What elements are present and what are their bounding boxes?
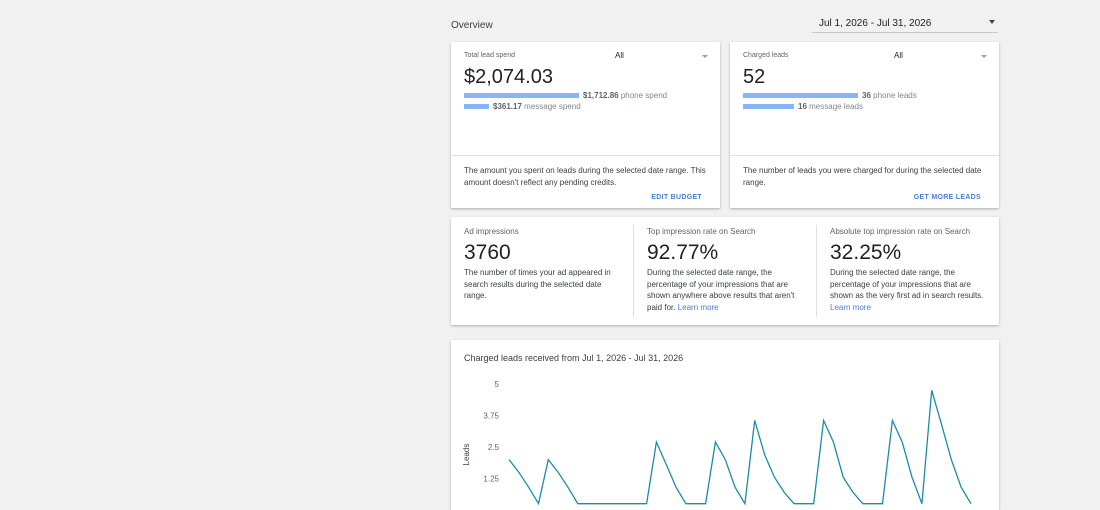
y-tick-label: 5: [495, 380, 500, 389]
ad-impressions-value: 3760: [464, 241, 511, 264]
learn-more-link[interactable]: Learn more: [677, 302, 719, 312]
y-tick-label: 3.75: [483, 412, 499, 421]
edit-budget-button[interactable]: EDIT BUDGET: [651, 194, 702, 201]
divider: [633, 225, 634, 317]
learn-more-link[interactable]: Learn more: [830, 302, 871, 312]
phone-leads-text: 36 phone leads: [862, 91, 917, 100]
metric-description: During the selected date range, the perc…: [830, 267, 986, 313]
leads-line-chart: 5 3.75 2.5 1.25 Leads: [462, 380, 972, 506]
metric-description-text: The number of times your ad appeared in …: [464, 268, 611, 300]
y-tick-label: 1.25: [483, 475, 499, 484]
metric-title: Ad impressions: [464, 227, 519, 236]
dropdown-arrow-icon[interactable]: [702, 55, 708, 58]
message-spend-text: $361.17 message spend: [493, 102, 581, 111]
charged-leads-chart-card: Charged leads received from Jul 1, 2026 …: [451, 340, 999, 510]
metric-description-text: During the selected date range, the perc…: [830, 268, 984, 300]
phone-leads-bar: [743, 93, 858, 98]
lead-spend-card: Total lead spend All $2,074.03 $1,712.86…: [451, 42, 720, 208]
metric-description: During the selected date range, the perc…: [647, 267, 803, 313]
card-title: Total lead spend: [464, 52, 515, 59]
phone-leads-count: 36: [862, 91, 871, 100]
abs-top-impression-rate-value: 32.25%: [830, 241, 902, 264]
divider: [451, 155, 720, 156]
leads-description: The number of leads you were charged for…: [743, 166, 982, 187]
phone-spend-label: phone spend: [620, 91, 668, 100]
metric-description-text: During the selected date range, the perc…: [647, 268, 795, 312]
charged-leads-value: 52: [743, 66, 766, 88]
phone-spend-bar: [464, 93, 579, 98]
message-leads-text: 16 message leads: [798, 102, 863, 111]
metric-title: Absolute top impression rate on Search: [830, 227, 971, 236]
y-axis-label: Leads: [462, 444, 471, 466]
message-leads-bar: [743, 104, 794, 109]
dropdown-arrow-icon[interactable]: [981, 55, 987, 58]
divider: [730, 155, 999, 156]
message-spend-amount: $361.17: [493, 102, 522, 111]
filter-value: All: [894, 51, 903, 60]
filter-value: All: [615, 51, 624, 60]
message-spend-bar: [464, 104, 489, 109]
dropdown-arrow-icon: [989, 20, 995, 24]
message-leads-label: message leads: [809, 102, 863, 111]
phone-spend-text: $1,712.86 phone spend: [583, 91, 667, 100]
message-spend-label: message spend: [524, 102, 581, 111]
overview-label: Overview: [451, 20, 493, 31]
phone-leads-label: phone leads: [873, 91, 917, 100]
spend-filter-select[interactable]: All: [615, 51, 624, 60]
metric-description: The number of times your ad appeared in …: [464, 267, 620, 302]
total-spend-value: $2,074.03: [464, 66, 553, 88]
message-leads-count: 16: [798, 102, 807, 111]
card-title: Charged leads: [743, 52, 789, 59]
top-impression-rate-value: 92.77%: [647, 241, 719, 264]
date-range-selector[interactable]: Jul 1, 2026 - Jul 31, 2026: [812, 14, 998, 33]
divider: [816, 225, 817, 317]
get-more-leads-button[interactable]: GET MORE LEADS: [913, 194, 981, 201]
phone-spend-amount: $1,712.86: [583, 91, 619, 100]
impressions-card: Ad impressions 3760 The number of times …: [451, 217, 999, 325]
leads-filter-select[interactable]: All: [894, 51, 903, 60]
metric-title: Top impression rate on Search: [647, 227, 756, 236]
series-line: [508, 390, 972, 506]
charged-leads-card: Charged leads All 52 36 phone leads 16 m…: [730, 42, 999, 208]
y-tick-label: 2.5: [488, 443, 500, 452]
date-range-value: Jul 1, 2026 - Jul 31, 2026: [819, 18, 932, 29]
spend-description: The amount you spent on leads during the…: [464, 166, 706, 187]
chart-title: Charged leads received from Jul 1, 2026 …: [464, 353, 684, 363]
